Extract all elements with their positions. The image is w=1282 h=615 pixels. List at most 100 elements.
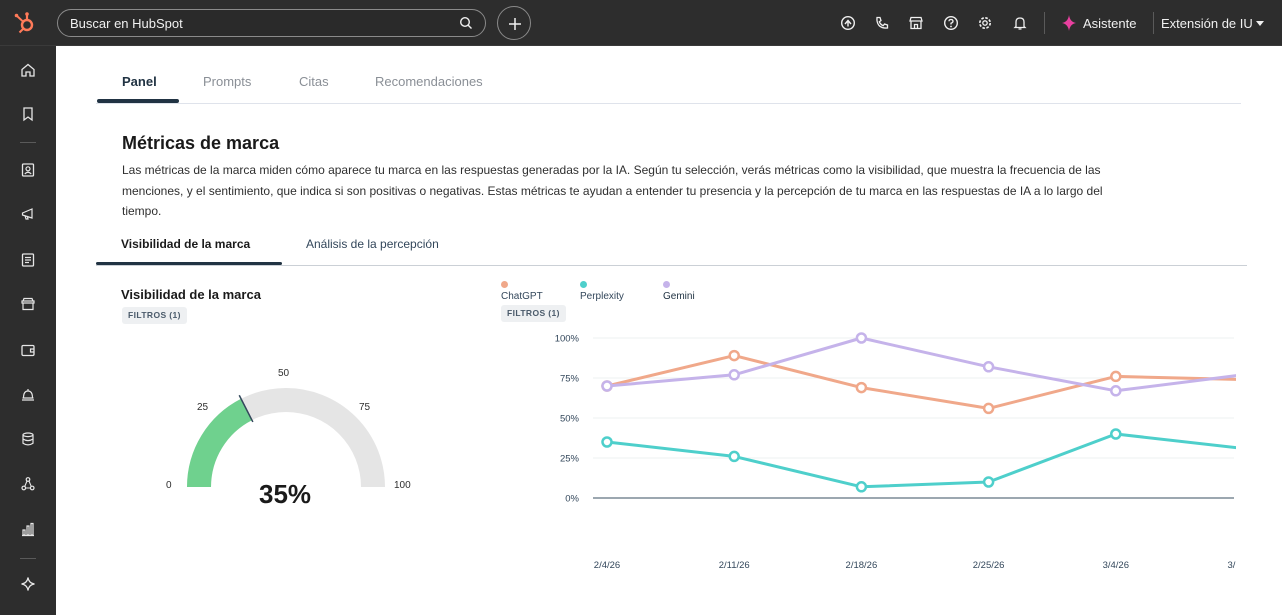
data-point-gemini <box>1110 385 1122 397</box>
legend-dot <box>580 281 587 288</box>
search-placeholder: Buscar en HubSpot <box>70 16 183 31</box>
topbar-divider <box>1044 12 1045 34</box>
reports-icon[interactable] <box>20 521 36 537</box>
service-icon[interactable] <box>20 386 36 402</box>
y-tick-label: 100% <box>555 334 580 345</box>
legend-label: Perplexity <box>580 291 624 302</box>
y-tick-label: 75% <box>560 374 580 385</box>
x-tick-label: 2/11/26 <box>719 560 750 571</box>
data-point-perplexity <box>1110 428 1122 440</box>
active-tab-indicator <box>97 99 179 103</box>
sidebar-divider <box>20 142 36 143</box>
data-point-perplexity <box>982 476 995 488</box>
bookmark-icon[interactable] <box>20 106 36 122</box>
x-tick-label: 2/25/26 <box>973 560 1005 571</box>
help-icon[interactable] <box>943 15 959 31</box>
gauge-fill <box>187 398 253 488</box>
search-input[interactable]: Buscar en HubSpot <box>57 9 486 37</box>
description-line: menciones, y el sentimiento, que indica … <box>122 183 1103 198</box>
gauge-marker <box>238 394 254 423</box>
x-tick-label: 3/11/26 <box>1228 560 1237 571</box>
tab-recomendaciones[interactable]: Recomendaciones <box>375 74 483 89</box>
legend-item-chatgpt[interactable]: ChatGPT <box>501 280 543 302</box>
gauge-filter-chip[interactable]: FILTROS (1) <box>122 307 187 324</box>
upgrade-icon[interactable] <box>840 15 856 31</box>
data-point-chatgpt <box>1110 370 1122 383</box>
data-point-gemini <box>601 380 613 392</box>
x-tick-label: 3/4/26 <box>1103 560 1129 571</box>
create-button[interactable] <box>497 6 531 40</box>
active-subtab-indicator <box>96 262 282 265</box>
series-line-chatgpt <box>606 354 1236 410</box>
subtab-brand-visibility[interactable]: Visibilidad de la marca <box>121 237 251 251</box>
marketplace-icon[interactable] <box>908 15 924 31</box>
chevron-down-icon[interactable] <box>1256 21 1264 26</box>
series-line-gemini <box>606 336 1236 393</box>
legend-label: Gemini <box>663 291 695 302</box>
phone-icon[interactable] <box>874 15 890 31</box>
main-content: Panel Prompts Citas Recomendaciones Métr… <box>56 46 1282 615</box>
home-icon[interactable] <box>20 62 36 78</box>
ai-sparkle-icon[interactable] <box>20 576 36 592</box>
legend-item-perplexity[interactable]: Perplexity <box>580 280 624 302</box>
automation-icon[interactable] <box>20 476 36 492</box>
gauge-tick-label: 50 <box>278 368 290 379</box>
data-icon[interactable] <box>20 431 36 447</box>
y-tick-label: 50% <box>560 414 580 425</box>
gauge-value: 35% <box>259 479 312 509</box>
description-line: Las métricas de la marca miden cómo apar… <box>122 163 1101 177</box>
content-icon[interactable] <box>20 252 36 268</box>
page-tabs: Panel Prompts Citas Recomendaciones <box>96 46 1241 104</box>
subtab-perception-analysis[interactable]: Análisis de la percepción <box>306 237 439 251</box>
topbar-divider <box>1153 12 1154 34</box>
visibility-gauge <box>187 388 385 488</box>
marketing-icon[interactable] <box>20 206 36 222</box>
legend-dot <box>501 281 508 288</box>
x-tick-label: 2/18/26 <box>846 560 878 571</box>
data-point-chatgpt <box>982 402 995 415</box>
legend-label: ChatGPT <box>501 291 543 302</box>
search-icon[interactable] <box>459 16 473 30</box>
metric-subtabs: Visibilidad de la marca Análisis de la p… <box>96 226 1247 266</box>
legend-dot <box>663 281 670 288</box>
chart-filter-chip[interactable]: FILTROS (1) <box>501 305 566 322</box>
section-title: Métricas de marca <box>122 133 280 153</box>
ui-extension-menu[interactable]: Extensión de IU <box>1161 16 1253 31</box>
hubspot-logo-icon[interactable] <box>13 11 37 35</box>
data-point-perplexity <box>601 436 613 448</box>
left-sidebar <box>0 46 56 615</box>
gauge-tick-label: 75 <box>359 402 371 413</box>
data-point-perplexity <box>855 481 868 493</box>
top-navigation-bar: Buscar en HubSpot Asistente Ex <box>0 0 1282 46</box>
plus-icon <box>509 18 521 30</box>
y-tick-label: 0% <box>565 494 579 505</box>
sidebar-divider <box>20 558 36 559</box>
tab-citas[interactable]: Citas <box>299 74 329 89</box>
y-tick-label: 25% <box>560 454 580 465</box>
tab-panel[interactable]: Panel <box>122 74 157 89</box>
tab-prompts[interactable]: Prompts <box>203 74 252 89</box>
gauge-tick-label: 0 <box>166 480 172 491</box>
x-tick-label: 2/4/26 <box>594 560 620 571</box>
data-point-chatgpt <box>855 381 868 394</box>
notifications-icon[interactable] <box>1012 15 1028 31</box>
settings-icon[interactable] <box>977 15 993 31</box>
assistant-button[interactable]: Asistente <box>1083 16 1137 31</box>
contacts-icon[interactable] <box>20 162 36 178</box>
commerce-icon[interactable] <box>20 296 36 312</box>
section-description: Las métricas de la marca miden cómo apar… <box>122 160 1182 222</box>
data-point-gemini <box>728 369 740 381</box>
data-point-perplexity <box>728 450 740 463</box>
data-point-chatgpt <box>728 349 740 362</box>
description-line: tiempo. <box>122 204 162 218</box>
series-line-perplexity <box>606 432 1236 489</box>
visibility-line-chart: 0% 25% 50% 75% 100% 2/4/26 2/11/26 2/18/26 2/25/… <box>555 332 1237 571</box>
gauge-tick-label: 100 <box>394 480 411 491</box>
data-point-gemini <box>855 332 868 344</box>
ai-sparkle-icon <box>1062 15 1076 31</box>
gauge-tick-label: 25 <box>197 402 209 413</box>
wallet-icon[interactable] <box>20 342 36 358</box>
data-point-gemini <box>982 361 995 373</box>
legend-item-gemini[interactable]: Gemini <box>663 280 695 302</box>
gauge-title: Visibilidad de la marca <box>121 287 261 302</box>
